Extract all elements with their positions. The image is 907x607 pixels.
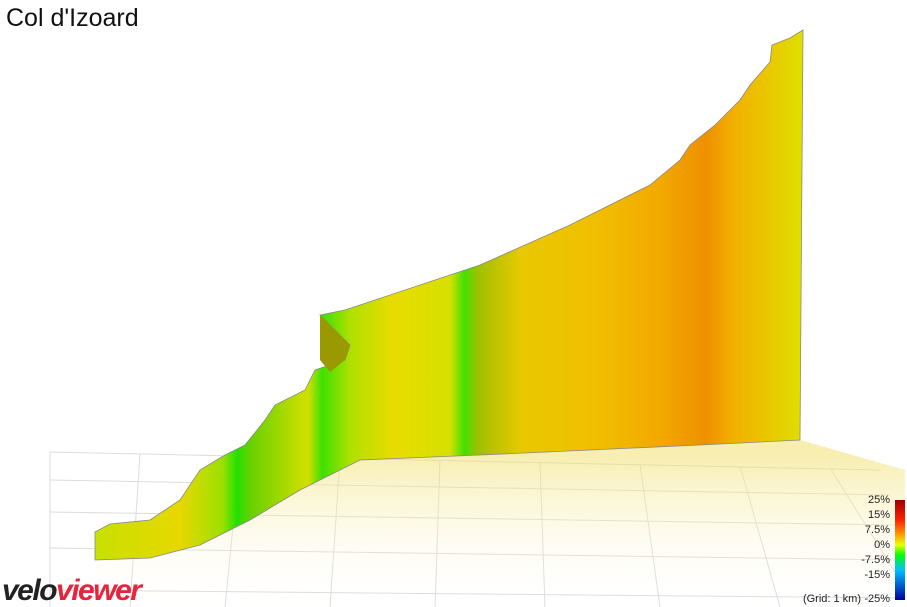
- elevation-wall: [94, 29, 804, 561]
- scale-label: -25%: [864, 593, 890, 605]
- grade-scale: [895, 500, 905, 600]
- wall-side: [320, 315, 350, 372]
- title: Col d'Izoard: [6, 4, 139, 32]
- logo-viewer: viewer: [56, 574, 144, 607]
- logo-velo: velo: [2, 574, 57, 607]
- reflection: [95, 440, 905, 607]
- scale-label: 7.5%: [865, 524, 890, 536]
- scale-label: -15%: [864, 569, 890, 581]
- scale-label: 15%: [868, 509, 890, 521]
- logo: veloviewer: [2, 574, 144, 607]
- scale-label: -7.5%: [861, 554, 890, 566]
- scale-label: 25%: [868, 494, 890, 506]
- grid-note: (Grid: 1 km): [803, 593, 861, 605]
- scale-label: 0%: [874, 539, 890, 551]
